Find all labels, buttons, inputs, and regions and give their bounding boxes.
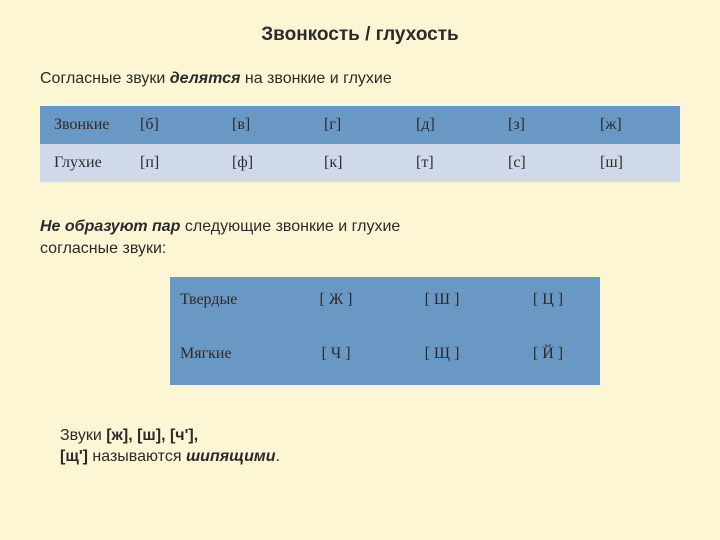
foot-pre: Звуки [60, 427, 106, 444]
table-row: Звонкие [б] [в] [г] [д] [з] [ж] [40, 106, 680, 144]
foot-post: . [275, 448, 279, 465]
cell: [д] [402, 106, 494, 144]
cell: [ Й ] [492, 331, 598, 385]
footer-text: Звуки [ж], [ш], [ч'], [щ'] называются ши… [60, 425, 680, 468]
intro-em: делятся [170, 70, 241, 87]
unpaired-table: Твердые [ Ж ] [ Ш ] [ Ц ] Мягкие [ Ч ] [… [170, 277, 600, 385]
foot-mid: называются [88, 448, 186, 465]
table-row: Твердые [ Ж ] [ Ш ] [ Ц ] [170, 277, 600, 331]
cell: [ж] [586, 106, 678, 144]
cell: [п] [126, 144, 218, 182]
intro-post: на звонкие и глухие [240, 70, 391, 87]
cell: [в] [218, 106, 310, 144]
cell: [ф] [218, 144, 310, 182]
cell: [ Ш ] [386, 277, 492, 331]
foot-b: [ж], [ш], [ч'], [106, 427, 198, 444]
cell: [с] [494, 144, 586, 182]
consonant-pairs-table: Звонкие [б] [в] [г] [д] [з] [ж] Глухие [… [40, 106, 680, 182]
foot-em: шипящими [186, 448, 276, 465]
cell: [б] [126, 106, 218, 144]
row-label: Мягкие [170, 331, 280, 385]
cell: [т] [402, 144, 494, 182]
row-label: Глухие [40, 144, 126, 182]
cell: [з] [494, 106, 586, 144]
mid-em: Не образуют пар [40, 218, 180, 235]
cell: [ Ц ] [492, 277, 598, 331]
mid-text: Не образуют пар следующие звонкие и глух… [40, 216, 680, 261]
cell: [ Ч ] [280, 331, 386, 385]
table-row: Глухие [п] [ф] [к] [т] [с] [ш] [40, 144, 680, 182]
cell: [ш] [586, 144, 678, 182]
cell: [ Ж ] [280, 277, 386, 331]
cell: [к] [310, 144, 402, 182]
cell: [г] [310, 106, 402, 144]
table-row: Мягкие [ Ч ] [ Щ ] [ Й ] [170, 331, 600, 385]
page-title: Звонкость / глухость [40, 24, 680, 46]
row-label: Звонкие [40, 106, 126, 144]
row-label: Твердые [170, 277, 280, 331]
intro-text: Согласные звуки делятся на звонкие и глу… [40, 70, 680, 88]
intro-pre: Согласные звуки [40, 70, 170, 87]
foot-b2: [щ'] [60, 448, 88, 465]
cell: [ Щ ] [386, 331, 492, 385]
mid-post2: согласные звуки: [40, 240, 166, 257]
mid-post1: следующие звонкие и глухие [180, 218, 400, 235]
